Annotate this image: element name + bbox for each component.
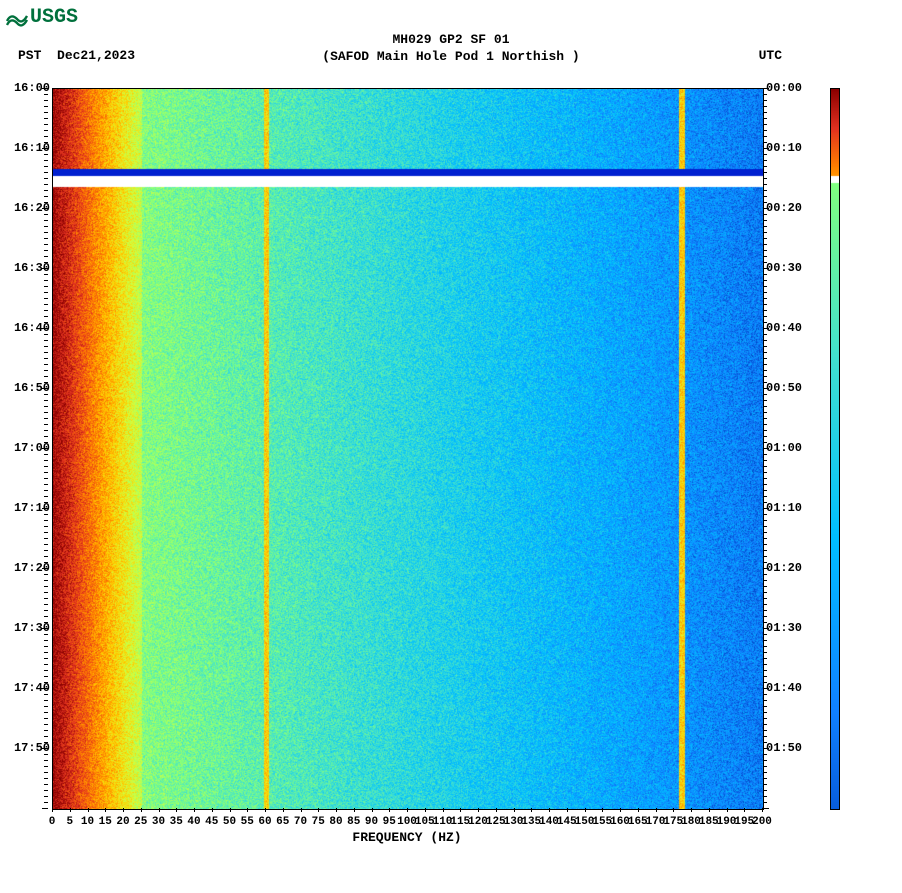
- tz-left-date: Dec21,2023: [57, 48, 135, 63]
- y-right-label: 01:50: [766, 741, 810, 755]
- y-right-label: 01:00: [766, 441, 810, 455]
- y-right-label: 00:20: [766, 201, 810, 215]
- x-tick-label: 85: [347, 816, 360, 828]
- chart-title: MH029 GP2 SF 01: [0, 32, 902, 49]
- usgs-wave-icon: [6, 7, 28, 29]
- tz-right-label: UTC: [759, 48, 782, 63]
- y-right-label: 01:40: [766, 681, 810, 695]
- y-right-label: 00:10: [766, 141, 810, 155]
- x-tick-label: 95: [383, 816, 396, 828]
- y-right-label: 01:10: [766, 501, 810, 515]
- x-tick-label: 25: [134, 816, 147, 828]
- timezone-left: PST Dec21,2023: [18, 48, 135, 63]
- x-tick-label: 15: [99, 816, 112, 828]
- x-tick-label: 40: [187, 816, 200, 828]
- x-tick-label: 200: [752, 816, 772, 828]
- x-tick-label: 0: [49, 816, 56, 828]
- x-tick-label: 5: [66, 816, 73, 828]
- x-tick-label: 50: [223, 816, 236, 828]
- y-right-label: 01:20: [766, 561, 810, 575]
- x-tick-label: 90: [365, 816, 378, 828]
- y-axis-right: 00:0000:1000:2000:3000:4000:5001:0001:10…: [766, 88, 810, 808]
- x-tick-label: 45: [205, 816, 218, 828]
- x-tick-label: 70: [294, 816, 307, 828]
- x-axis: 0510152025303540455055606570758085909510…: [52, 812, 762, 832]
- colorbar-canvas: [831, 89, 839, 809]
- y-right-label: 00:40: [766, 321, 810, 335]
- spectrogram-canvas: [53, 89, 763, 809]
- timezone-right: UTC: [759, 48, 782, 63]
- x-tick-label: 65: [276, 816, 289, 828]
- y-right-label: 00:50: [766, 381, 810, 395]
- tz-left-label: PST: [18, 48, 41, 63]
- y-right-label: 01:30: [766, 621, 810, 635]
- spectrogram-plot: [52, 88, 764, 810]
- x-tick-label: 10: [81, 816, 94, 828]
- x-tick-label: 75: [312, 816, 325, 828]
- x-tick-label: 35: [170, 816, 183, 828]
- usgs-logo: USGS: [6, 6, 78, 29]
- x-tick-label: 20: [116, 816, 129, 828]
- x-axis-label: FREQUENCY (HZ): [52, 830, 762, 845]
- y-right-label: 00:00: [766, 81, 810, 95]
- x-tick-label: 55: [241, 816, 254, 828]
- usgs-logo-text: USGS: [30, 6, 78, 29]
- x-tick-label: 60: [258, 816, 271, 828]
- y-right-label: 00:30: [766, 261, 810, 275]
- colorbar: [830, 88, 840, 810]
- x-tick-label: 30: [152, 816, 165, 828]
- x-tick-label: 80: [329, 816, 342, 828]
